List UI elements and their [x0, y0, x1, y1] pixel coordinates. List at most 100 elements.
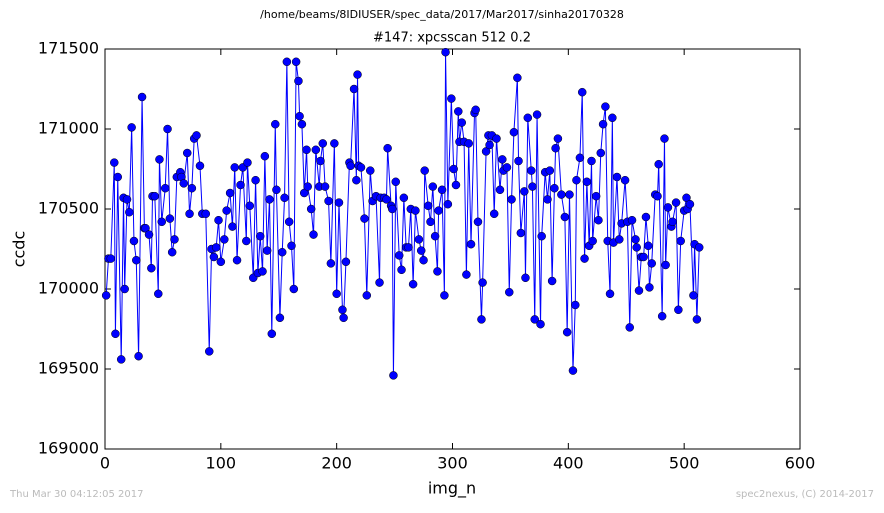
data-point — [440, 291, 449, 300]
data-point — [242, 236, 251, 246]
data-point — [167, 247, 177, 257]
data-point — [265, 195, 274, 204]
data-point — [346, 161, 355, 171]
y-tick-label: 171000 — [38, 119, 99, 138]
x-tick-label: 600 — [785, 454, 816, 473]
data-point — [492, 134, 501, 143]
data-point — [464, 139, 473, 148]
data-point — [154, 289, 163, 299]
data-point — [349, 84, 359, 94]
data-point — [311, 145, 321, 155]
data-point — [532, 110, 542, 119]
data-point — [419, 255, 428, 265]
data-point — [577, 87, 587, 97]
data-point — [454, 107, 463, 116]
data-point — [163, 124, 172, 134]
data-point — [668, 217, 677, 227]
data-point — [516, 228, 526, 238]
data-point — [289, 284, 299, 294]
data-point — [251, 175, 260, 185]
data-point — [255, 231, 265, 241]
data-point — [471, 105, 480, 115]
data-point — [545, 166, 555, 175]
data-point — [571, 300, 580, 310]
data-point — [528, 182, 537, 191]
data-point — [572, 175, 581, 185]
data-point — [106, 254, 116, 263]
data-point — [160, 183, 170, 193]
data-point — [399, 193, 409, 203]
data-point — [653, 191, 662, 201]
data-point — [441, 47, 450, 57]
y-tick-label: 170500 — [38, 199, 99, 218]
data-point — [382, 195, 391, 204]
x-tick-label: 400 — [553, 454, 584, 473]
data-point — [408, 279, 418, 289]
data-point — [426, 217, 435, 227]
data-point — [449, 164, 458, 174]
data-point — [309, 230, 318, 239]
data-point — [391, 177, 400, 187]
footer-right: spec2nexus, (C) 2014-2017 — [736, 489, 874, 500]
data-point — [245, 201, 255, 211]
x-tick-label: 200 — [321, 454, 352, 473]
data-point — [187, 183, 197, 193]
data-point — [326, 259, 336, 268]
data-point — [195, 161, 205, 171]
data-point — [134, 351, 143, 361]
data-point — [150, 191, 160, 201]
y-tick-label: 169500 — [38, 359, 99, 378]
data-point — [111, 329, 120, 339]
x-tick-label: 0 — [100, 454, 110, 473]
data-point — [258, 267, 267, 276]
data-point — [260, 151, 270, 161]
data-point — [271, 119, 280, 129]
data-point — [587, 156, 596, 166]
data-point — [489, 209, 499, 219]
data-point — [137, 92, 147, 102]
data-point — [366, 166, 375, 175]
data-point — [536, 319, 545, 329]
data-point — [457, 118, 467, 127]
y-tick-label: 170000 — [38, 279, 99, 298]
data-point — [116, 355, 126, 364]
data-point — [443, 199, 453, 209]
data-point — [423, 201, 433, 211]
data-point — [514, 156, 523, 166]
data-point — [352, 175, 361, 185]
data-point — [692, 315, 702, 324]
data-point — [634, 286, 644, 295]
data-point — [295, 111, 304, 121]
data-point — [498, 155, 507, 164]
data-point — [608, 113, 617, 123]
data-point — [334, 198, 344, 207]
data-point — [550, 183, 559, 193]
y-axis-label: ccdc — [10, 231, 29, 268]
data-point — [201, 209, 211, 219]
y-tick-label: 169000 — [38, 439, 99, 458]
data-point — [282, 57, 292, 67]
x-tick-label: 100 — [206, 454, 237, 473]
data-point — [495, 185, 505, 195]
data-point — [477, 315, 486, 324]
data-point — [155, 155, 164, 164]
data-point — [284, 217, 294, 227]
file-path: /home/beams/8IDIUSER/spec_data/2017/Mar2… — [260, 8, 624, 21]
data-point — [601, 102, 610, 111]
data-point — [575, 153, 585, 163]
data-point — [596, 148, 606, 158]
data-point — [420, 166, 429, 175]
data-point — [338, 305, 347, 315]
data-point — [394, 251, 404, 260]
data-point — [302, 145, 311, 155]
data-point — [478, 278, 487, 287]
data-point — [437, 185, 447, 195]
data-point — [485, 140, 494, 150]
data-point — [466, 239, 476, 249]
data-point — [375, 278, 384, 287]
chart-title: #147: xpcsscan 512 0.2 — [373, 31, 531, 46]
data-point — [527, 166, 536, 175]
data-point — [644, 241, 653, 251]
data-point — [306, 204, 316, 214]
